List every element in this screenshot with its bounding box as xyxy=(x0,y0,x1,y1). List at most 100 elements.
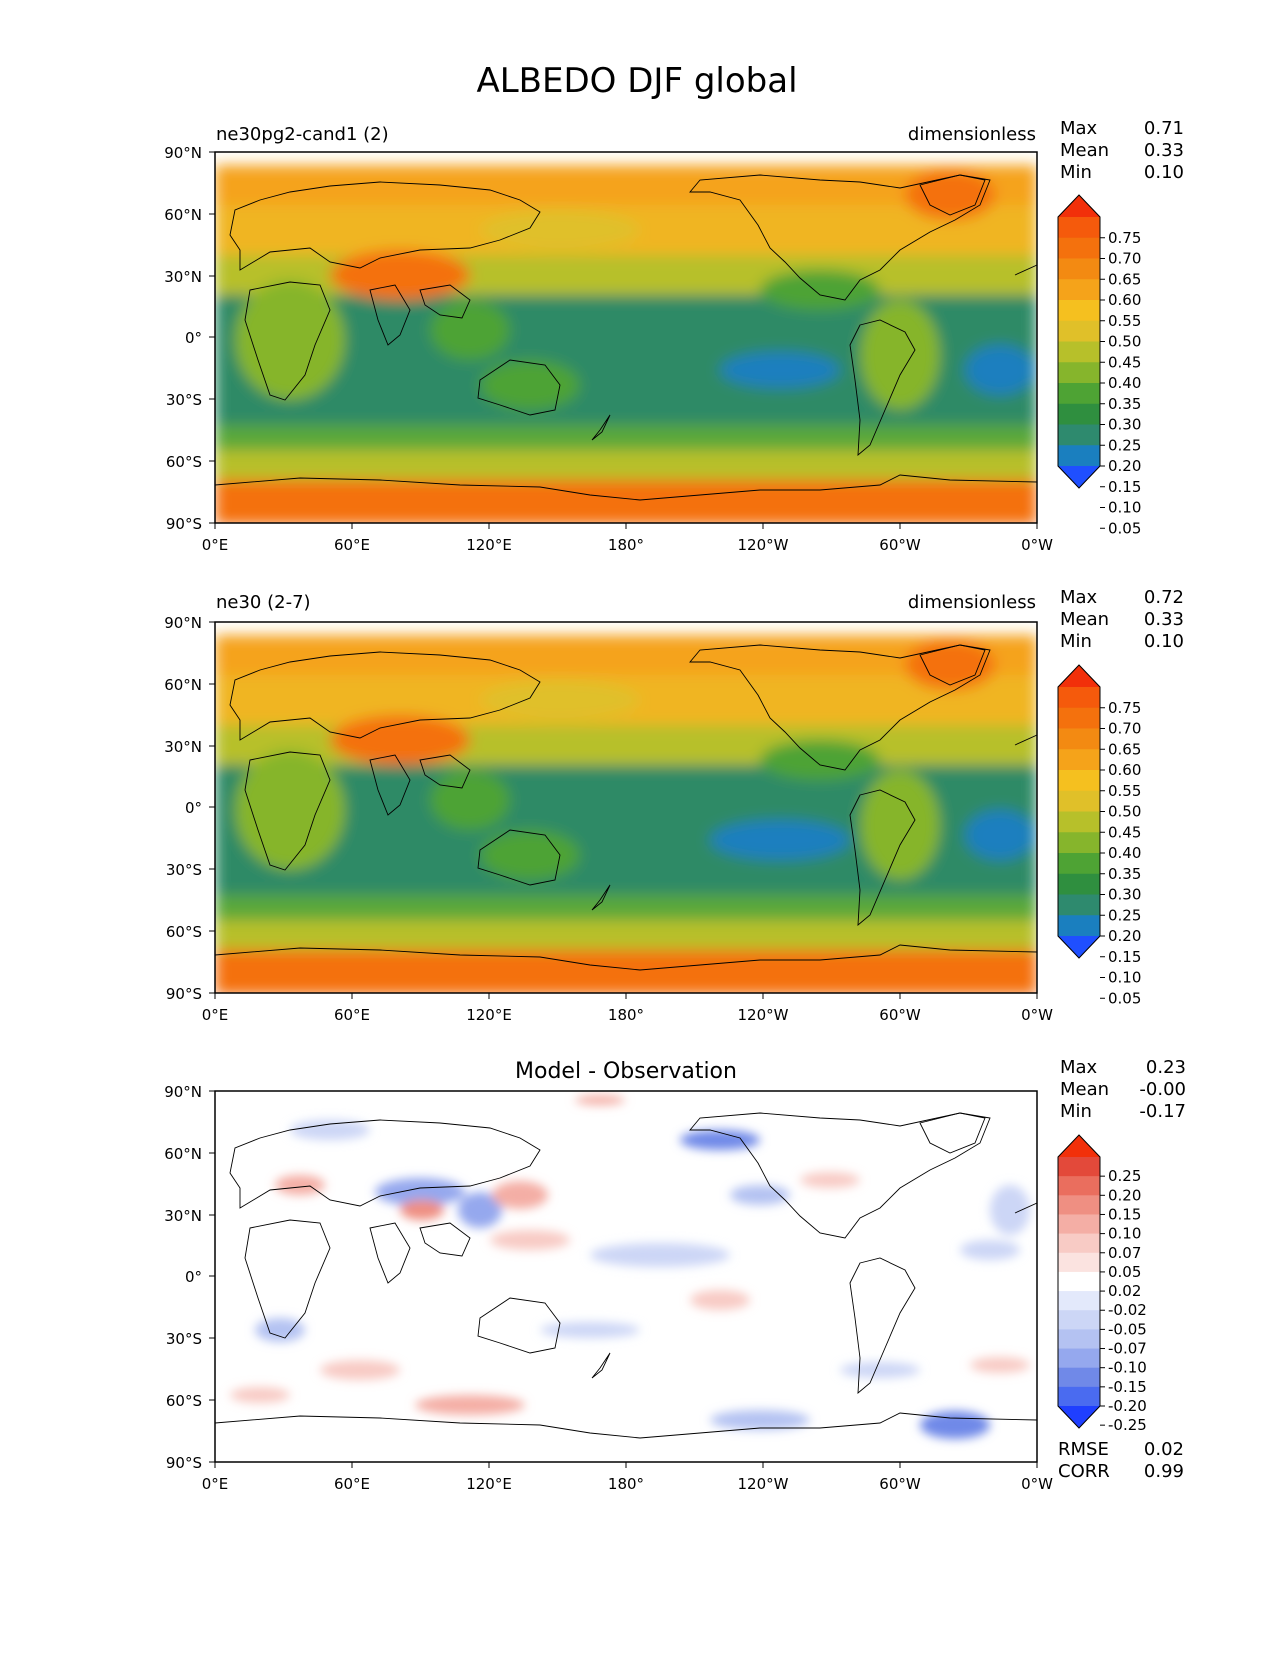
panel-3: Model - Observation xyxy=(164,1057,1186,1493)
colorbar-tick-label: -0.10 xyxy=(1108,1359,1147,1377)
panel-1-colorbar: 0.75 0.70 0.65 0.60 0.55 0.50 0.45 0.40 0.35 0.30… xyxy=(1057,194,1141,537)
panel-3-stat-rmse-value: 0.02 xyxy=(1144,1439,1184,1460)
colorbar-tick-label: 0.45 xyxy=(1108,353,1141,371)
colorbar-band xyxy=(1058,832,1100,854)
colorbar-tick-label: -0.25 xyxy=(1108,1416,1147,1434)
panel-1-x-tick-0w: 0°W xyxy=(1021,536,1053,554)
colorbar-tick-label: 0.25 xyxy=(1108,906,1141,924)
colorbar-tick-label: 0.35 xyxy=(1108,395,1141,413)
colorbar-tick-label: 0.20 xyxy=(1108,457,1141,475)
panel-3-stat-max-label: Max xyxy=(1060,1057,1098,1078)
panel-2-y-tick-60n: 60°N xyxy=(164,676,202,694)
colorbar-band xyxy=(1058,1271,1100,1292)
panel-3-y-tick-30n: 30°N xyxy=(164,1207,202,1225)
colorbar-tick-label: -0.15 xyxy=(1108,1378,1147,1396)
panel-1-stat-max-value: 0.71 xyxy=(1144,118,1184,139)
panel-1-y-tick-90n: 90°N xyxy=(164,144,202,162)
panel-1-stat-min-label: Min xyxy=(1060,162,1092,183)
panel-3-stat-max-value: 0.23 xyxy=(1146,1057,1186,1078)
panel-2-stats: Max 0.72 Mean 0.33 Min 0.10 xyxy=(1060,587,1184,652)
panel-3-x-tick-120w: 120°W xyxy=(738,1475,789,1493)
colorbar-tick-label: 0.15 xyxy=(1108,478,1141,496)
panel-1-units-label: dimensionless xyxy=(908,124,1036,145)
panel-2: ne30 (2-7) dimensionless xyxy=(164,587,1184,1024)
panel-2-x-tick-60w: 60°W xyxy=(879,1006,921,1024)
colorbar-tick-label: 0.50 xyxy=(1108,333,1141,351)
panel-1-coastlines xyxy=(215,174,1037,501)
colorbar-tick-label: 0.20 xyxy=(1108,1186,1141,1204)
colorbar-band xyxy=(1058,1176,1100,1196)
colorbar-band xyxy=(1058,894,1100,916)
colorbar-band xyxy=(1058,237,1100,259)
colorbar-band xyxy=(1058,1386,1100,1407)
colorbar-tick-label: 0.05 xyxy=(1108,1263,1141,1281)
panel-3-x-tick-60w: 60°W xyxy=(879,1475,921,1493)
panel-1-y-ticks: 90°N 60°N 30°N 0° 30°S 60°S 90°S xyxy=(164,144,215,533)
panel-2-left-label: ne30 (2-7) xyxy=(216,592,311,613)
colorbar-tick-label: -0.20 xyxy=(1108,1397,1147,1415)
colorbar-band xyxy=(1058,445,1100,467)
colorbar-band xyxy=(1058,1348,1100,1369)
panel-3-bottom-stats: RMSE 0.02 CORR 0.99 xyxy=(1058,1439,1184,1482)
panel-1-x-tick-60e: 60°E xyxy=(334,536,370,554)
colorbar-band xyxy=(1058,217,1100,239)
panel-1-stat-mean-value: 0.33 xyxy=(1144,140,1184,161)
colorbar-top-extension xyxy=(1058,665,1100,687)
colorbar-tick-label: 0.25 xyxy=(1108,436,1141,454)
panel-3-center-label: Model - Observation xyxy=(515,1059,737,1084)
panel-1-y-tick-90s: 90°S xyxy=(166,515,202,533)
panel-2-y-ticks: 90°N 60°N 30°N 0° 30°S 60°S 90°S xyxy=(164,614,215,1003)
colorbar-tick-label: 0.10 xyxy=(1108,1225,1141,1243)
colorbar-tick-label: 0.70 xyxy=(1108,250,1141,268)
panel-1-y-tick-60s: 60°S xyxy=(166,453,202,471)
colorbar-band xyxy=(1058,1157,1100,1177)
panel-2-y-tick-30n: 30°N xyxy=(164,738,202,756)
colorbar-tick-label: 0.60 xyxy=(1108,291,1141,309)
panel-2-x-tick-60e: 60°E xyxy=(334,1006,370,1024)
panel-3-colorbar: 0.250.200.15 0.100.070.050.02-0.02-0.05 -0… xyxy=(1057,1134,1147,1434)
colorbar-band xyxy=(1058,1195,1100,1215)
colorbar-tick-label: 0.10 xyxy=(1108,969,1141,987)
colorbar-tick-label: 0.60 xyxy=(1108,761,1141,779)
panel-2-stat-min-value: 0.10 xyxy=(1144,631,1184,652)
panel-2-stat-mean-label: Mean xyxy=(1060,609,1109,630)
colorbar-tick-label: 0.55 xyxy=(1108,312,1141,330)
colorbar-tick-label: 0.07 xyxy=(1108,1244,1141,1262)
panel-2-colorbar: 0.75 0.70 0.65 0.60 0.55 0.50 0.45 0.40 0.35 0.30… xyxy=(1057,664,1141,1007)
colorbar-tick-label: 0.30 xyxy=(1108,416,1141,434)
panel-1-y-tick-0: 0° xyxy=(185,329,202,347)
colorbar-top-extension xyxy=(1058,1135,1100,1157)
colorbar-tick-label: 0.50 xyxy=(1108,803,1141,821)
colorbar-tick-label: 0.15 xyxy=(1108,1205,1141,1223)
panel-1-y-tick-60n: 60°N xyxy=(164,206,202,224)
colorbar-tick-label: 0.15 xyxy=(1108,948,1141,966)
colorbar-band xyxy=(1058,300,1100,322)
panel-2-x-tick-120w: 120°W xyxy=(738,1006,789,1024)
panel-1-x-tick-120e: 120°E xyxy=(466,536,512,554)
panel-3-stat-min-value: -0.17 xyxy=(1139,1101,1186,1122)
panel-3-y-tick-0: 0° xyxy=(185,1268,202,1286)
panel-1-map xyxy=(215,152,1037,523)
colorbar-band xyxy=(1058,1367,1100,1388)
panel-1-y-tick-30n: 30°N xyxy=(164,268,202,286)
colorbar-tick-label: 0.02 xyxy=(1108,1282,1141,1300)
colorbar-band xyxy=(1058,383,1100,405)
colorbar-tick-label: 0.20 xyxy=(1108,927,1141,945)
colorbar-band xyxy=(1058,1252,1100,1273)
panel-3-y-tick-60s: 60°S xyxy=(166,1392,202,1410)
colorbar-tick-label: 0.35 xyxy=(1108,865,1141,883)
colorbar-tick-label: 0.10 xyxy=(1108,499,1141,517)
panel-3-y-ticks: 90°N 60°N 30°N 0° 30°S 60°S 90°S xyxy=(164,1083,215,1472)
colorbar-band xyxy=(1058,279,1100,301)
colorbar-band xyxy=(1058,687,1100,709)
panel-2-x-tick-180: 180° xyxy=(608,1006,644,1024)
panel-3-stat-mean-label: Mean xyxy=(1060,1079,1109,1100)
colorbar-band xyxy=(1058,707,1100,729)
panel-3-x-ticks: 0°E 60°E 120°E 180° 120°W 60°W 0°W xyxy=(202,1462,1053,1493)
panel-1-left-label: ne30pg2-cand1 (2) xyxy=(216,124,389,145)
panel-1-x-tick-60w: 60°W xyxy=(879,536,921,554)
colorbar-tick-label: 0.65 xyxy=(1108,740,1141,758)
panel-2-units-label: dimensionless xyxy=(908,592,1036,613)
panel-3-x-tick-180: 180° xyxy=(608,1475,644,1493)
